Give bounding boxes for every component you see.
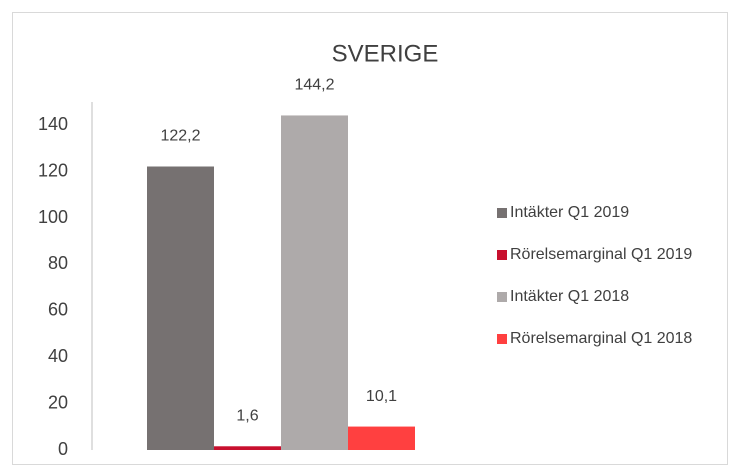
legend-swatch [497, 334, 507, 344]
value-label: 10,1 [366, 388, 397, 405]
legend-swatch [497, 250, 507, 260]
y-tick-label: 120 [38, 160, 68, 180]
y-tick-label: 20 [48, 392, 68, 412]
legend-label: Intäkter Q1 2018 [510, 288, 629, 305]
value-label: 122,2 [160, 128, 200, 145]
bar [147, 166, 214, 450]
bar [348, 426, 415, 450]
chart-frame [12, 12, 728, 465]
bar [281, 115, 348, 451]
y-tick-label: 60 [48, 300, 68, 320]
legend-label: Rörelsemarginal Q1 2019 [510, 246, 692, 263]
legend-label: Rörelsemarginal Q1 2018 [510, 330, 692, 347]
value-label: 1,6 [236, 408, 258, 425]
legend-label: Intäkter Q1 2019 [510, 204, 629, 221]
y-tick-label: 140 [38, 114, 68, 134]
legend-swatch [497, 208, 507, 218]
chart-title: SVERIGE [332, 40, 439, 67]
y-tick-label: 100 [38, 207, 68, 227]
bar [214, 446, 281, 450]
y-tick-label: 0 [58, 439, 68, 459]
y-tick-label: 80 [48, 253, 68, 273]
legend-swatch [497, 292, 507, 302]
value-label: 144,2 [294, 77, 334, 94]
y-tick-label: 40 [48, 346, 68, 366]
